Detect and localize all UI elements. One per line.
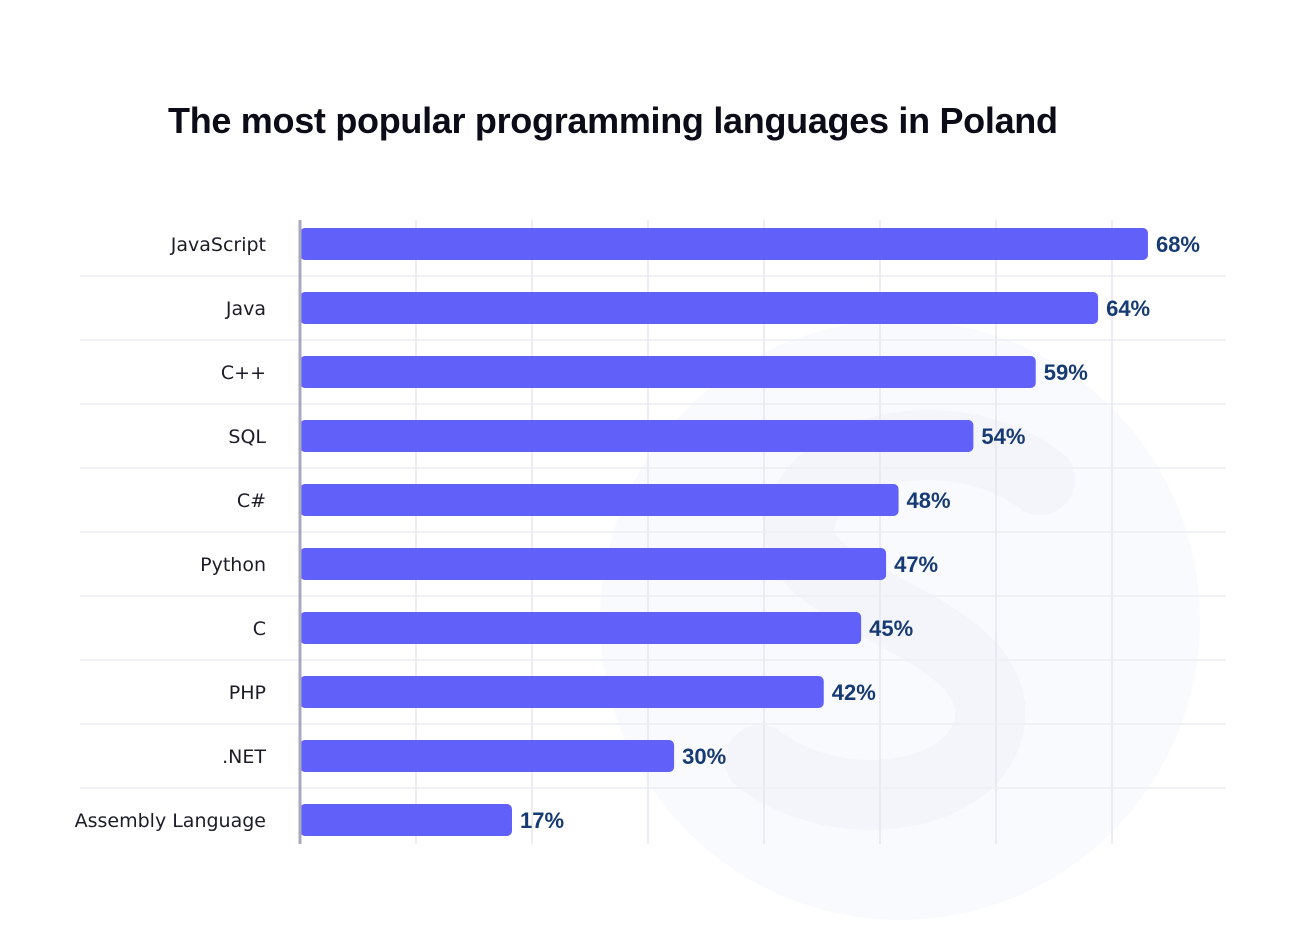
data-label: 42% [832, 680, 876, 705]
chart-title: The most popular programming languages i… [168, 100, 1058, 141]
bar [300, 420, 974, 452]
data-label: 48% [907, 488, 951, 513]
bar [300, 292, 1099, 324]
bar [300, 228, 1148, 260]
data-label: 30% [682, 744, 726, 769]
bar [300, 356, 1036, 388]
bar [300, 612, 862, 644]
category-label: C [253, 618, 266, 640]
bar [300, 804, 512, 836]
data-label: 17% [520, 808, 564, 833]
bar [300, 676, 824, 708]
category-label: Assembly Language [75, 810, 266, 832]
bar [300, 484, 899, 516]
category-label: SQL [228, 426, 266, 448]
data-label: 45% [869, 616, 913, 641]
data-label: 47% [894, 552, 938, 577]
data-label: 59% [1044, 360, 1088, 385]
category-labels: JavaScript Java C++ SQL C# Python C PHP .NET Asse… [75, 234, 267, 832]
bar [300, 740, 675, 772]
category-label: C++ [221, 362, 266, 384]
grid [80, 220, 1226, 844]
category-label: C# [237, 490, 266, 512]
category-label: .NET [222, 746, 266, 768]
category-label: Python [200, 554, 266, 576]
value-labels: 68% 64% 59% 54% 48% 47% 45% 42% 30% 17% [520, 232, 1200, 833]
data-label: 54% [981, 424, 1025, 449]
bar [300, 548, 887, 580]
data-label: 64% [1106, 296, 1150, 321]
category-label: JavaScript [170, 234, 266, 256]
data-label: 68% [1156, 232, 1200, 257]
category-label: PHP [229, 682, 266, 704]
bars [300, 228, 1148, 836]
category-label: Java [225, 298, 266, 320]
